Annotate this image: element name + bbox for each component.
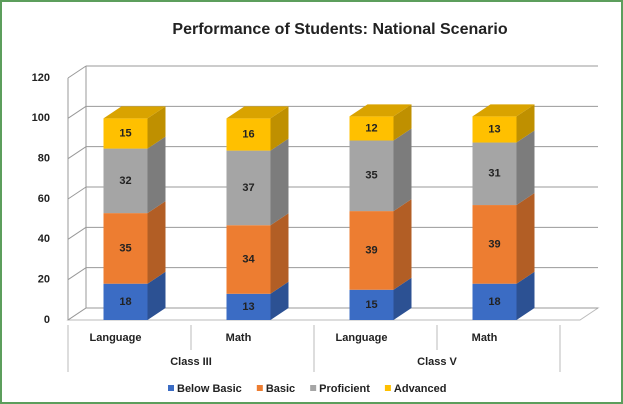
bar-side [516,271,535,320]
bar-side [270,106,289,151]
y-tick-label: 100 [32,112,50,124]
data-label: 39 [488,238,500,250]
x-tick-label: Language [90,332,142,344]
grid-line [67,267,87,281]
bar-side [516,130,535,206]
bar-side [393,104,412,141]
data-label: 18 [488,296,500,308]
bar [103,283,148,320]
bar-side [516,104,535,143]
group-label: Class V [417,356,457,368]
legend-label: Basic [266,383,295,395]
legend-label: Below Basic [177,383,242,395]
grid-line [67,307,87,321]
bar-side [147,201,166,284]
bar-side [147,136,166,214]
bar-side [147,271,166,320]
grid-line [67,146,87,160]
bar-side [393,277,412,320]
data-label: 37 [242,182,254,194]
bar [349,116,394,141]
data-label: 32 [119,175,131,187]
bar-top [103,106,166,119]
grid-line [67,105,87,119]
legend-label: Advanced [394,383,447,395]
data-label: 15 [365,299,377,311]
bar [226,225,271,294]
y-tick-label: 80 [38,153,50,165]
legend-swatch [168,385,174,391]
grid-line [67,65,87,79]
data-label: 35 [365,170,377,182]
y-tick-label: 40 [38,233,50,245]
data-label: 35 [119,242,131,254]
bar-side [393,128,412,212]
data-label: 18 [119,296,131,308]
data-label: 39 [365,244,377,256]
bar [103,118,148,149]
data-label: 13 [488,123,500,135]
x-tick-label: Math [226,332,252,344]
y-tick-label: 60 [38,193,50,205]
bar-side [270,138,289,226]
y-tick-label: 20 [38,274,50,286]
legend-swatch [310,385,317,391]
bar-top [472,104,535,117]
bar [349,289,394,320]
bar [226,118,271,151]
bar-top [226,106,289,119]
bar-side [393,199,412,290]
bar-top [349,104,412,117]
grid-line [67,226,87,240]
y-tick-label: 0 [44,314,50,326]
data-label: 13 [242,301,254,313]
legend-swatch [384,385,391,391]
grid-line [67,186,87,200]
bar [103,148,148,214]
bar [472,283,517,320]
bar [472,205,517,284]
bar [226,293,271,320]
data-label: 31 [488,168,500,180]
legend-swatch [256,385,263,391]
data-label: 16 [242,128,254,140]
bar-side [147,106,166,149]
bar [472,116,517,143]
data-label: 12 [365,122,377,134]
data-label: 34 [242,253,255,265]
bar-side [270,213,289,294]
bar [103,213,148,284]
bar [349,211,394,290]
y-tick-label: 120 [32,72,50,84]
chart-title: Performance of Students: National Scenar… [172,21,507,38]
x-tick-label: Language [336,332,388,344]
x-tick-label: Math [472,332,498,344]
bar-side [270,281,289,320]
data-label: 15 [119,127,131,139]
legend-label: Proficient [319,383,370,395]
bar [226,150,271,226]
bar [349,140,394,212]
bar [472,142,517,206]
group-label: Class III [170,356,212,368]
bar-side [516,193,535,284]
